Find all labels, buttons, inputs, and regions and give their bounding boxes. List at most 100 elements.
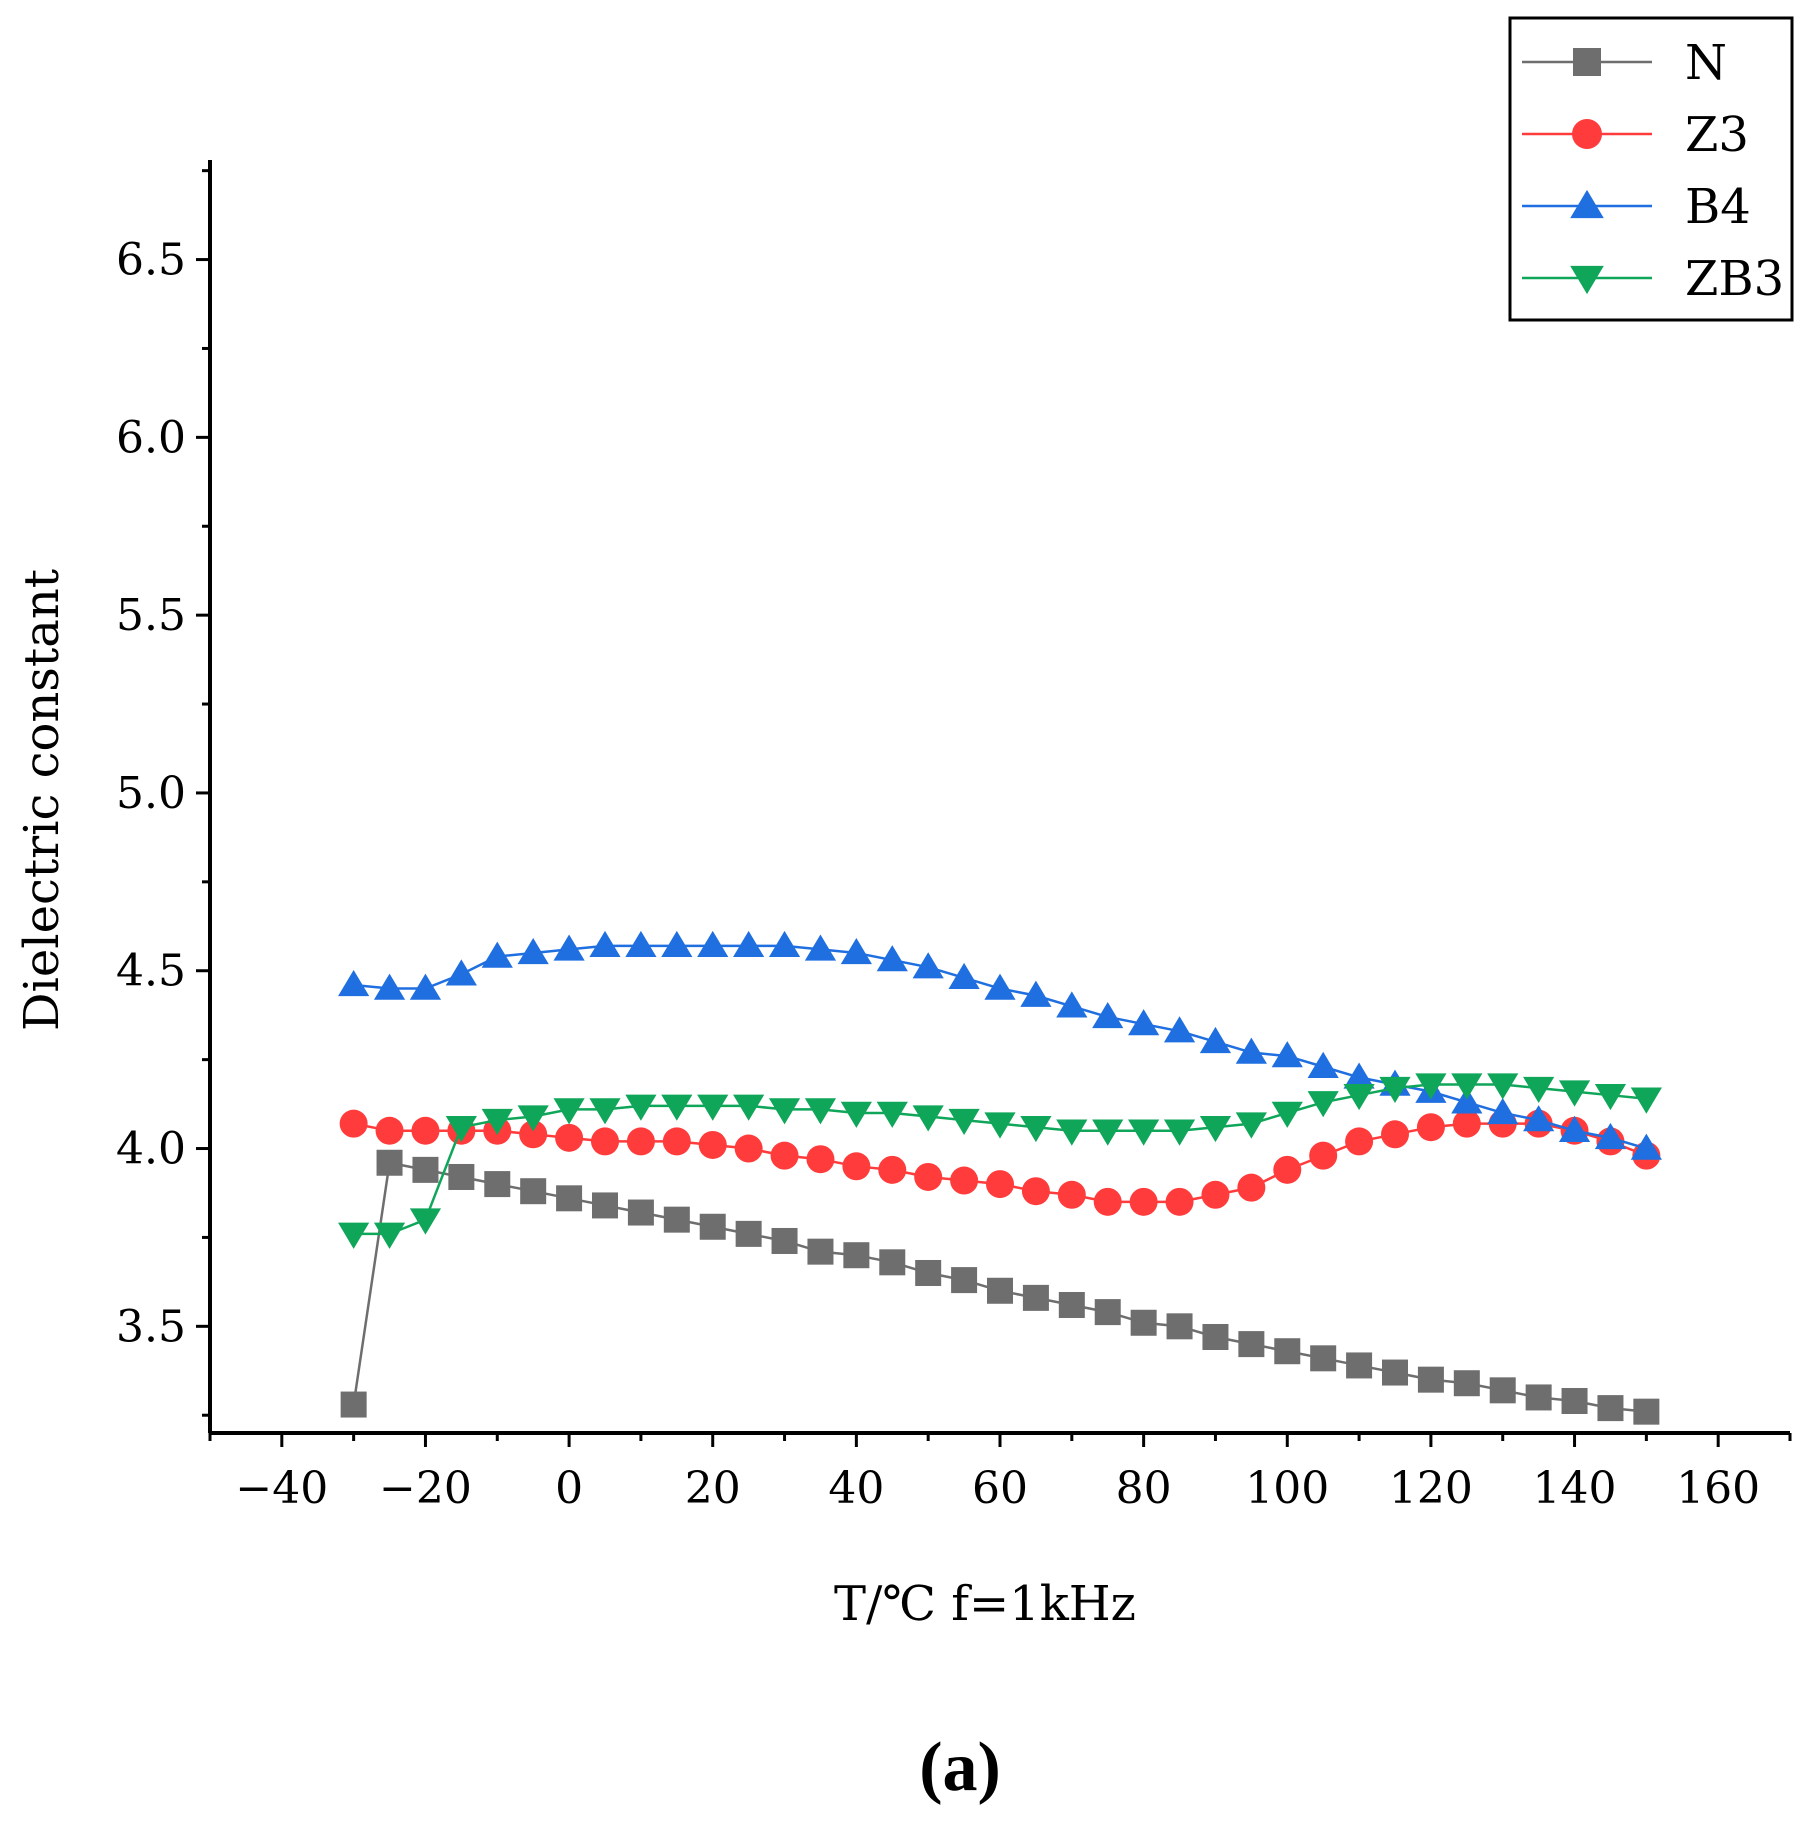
data-point-z3 (375, 1116, 404, 1145)
data-point-b4 (517, 938, 549, 965)
data-point-b4 (733, 930, 765, 958)
data-point-n (1346, 1352, 1373, 1379)
data-point-z3 (1093, 1187, 1122, 1216)
data-point-b4 (840, 938, 872, 965)
data-point-zb3 (1235, 1112, 1267, 1139)
data-point-zb3 (1163, 1119, 1196, 1146)
data-point-zb3 (1199, 1115, 1232, 1143)
data-point-z3 (734, 1134, 763, 1163)
data-point-b4 (589, 930, 621, 958)
data-point-z3 (1416, 1113, 1445, 1142)
y-tick-label: 5.5 (116, 590, 186, 641)
data-point-n (987, 1277, 1013, 1304)
y-tick-label: 6.5 (116, 235, 186, 286)
data-point-zb3 (733, 1094, 765, 1121)
data-point-zb3 (1523, 1076, 1555, 1104)
data-point-b4 (1558, 1115, 1591, 1142)
data-point-z3 (1381, 1120, 1409, 1149)
data-point-z3 (411, 1116, 440, 1145)
data-point-z3 (806, 1145, 835, 1174)
data-point-n (1310, 1345, 1337, 1372)
data-point-b4 (912, 952, 944, 979)
data-point-zb3 (517, 1105, 549, 1132)
data-point-n (1166, 1313, 1193, 1340)
x-tick-label: 160 (1676, 1463, 1760, 1514)
data-point-b4 (1056, 991, 1088, 1018)
data-point-zb3 (948, 1108, 980, 1136)
data-point-n (376, 1149, 403, 1176)
data-point-zb3 (1415, 1073, 1447, 1100)
data-point-b4 (1630, 1133, 1662, 1160)
data-point-n (879, 1249, 906, 1276)
x-tick-label: −40 (235, 1463, 328, 1514)
series-z3 (339, 1109, 1661, 1216)
x-axis-title: T/℃ f=1kHz (834, 1576, 1136, 1632)
legend-item-b4: B4 (1522, 179, 1751, 235)
data-point-b4 (625, 930, 657, 958)
x-tick-label: 120 (1389, 1463, 1473, 1514)
data-point-n (771, 1227, 798, 1254)
legend-label: N (1685, 35, 1727, 91)
data-point-b4 (804, 934, 837, 961)
data-point-z3 (698, 1130, 727, 1159)
data-point-zb3 (804, 1098, 837, 1125)
data-point-zb3 (1271, 1101, 1303, 1128)
data-point-b4 (768, 930, 801, 958)
series-zb3 (338, 1073, 1662, 1249)
data-point-zb3 (697, 1094, 729, 1121)
legend: N Z3 B4 ZB3 (1508, 16, 1794, 322)
data-point-b4 (661, 930, 693, 958)
series-n (340, 1149, 1660, 1425)
data-point-z3 (1237, 1173, 1266, 1202)
data-point-z3 (770, 1141, 799, 1170)
data-point-n (1525, 1384, 1552, 1411)
data-point-b4 (1307, 1051, 1339, 1078)
data-point-zb3 (1307, 1091, 1339, 1118)
y-tick-label: 5.0 (116, 768, 186, 819)
data-point-n (340, 1391, 367, 1418)
data-point-n (1633, 1398, 1660, 1425)
data-point-n (448, 1163, 475, 1190)
data-point-n (1058, 1291, 1085, 1318)
y-tick-label: 3.5 (116, 1301, 186, 1352)
data-point-n (1202, 1323, 1229, 1350)
data-point-b4 (373, 973, 406, 1000)
x-tick-label: 60 (972, 1463, 1028, 1514)
data-point-b4 (1271, 1041, 1303, 1068)
legend-marker (1570, 189, 1604, 219)
data-point-b4 (948, 962, 980, 990)
y-tick-label: 4.5 (116, 946, 186, 997)
data-point-n (1094, 1299, 1121, 1326)
data-point-z3 (914, 1162, 943, 1191)
data-point-z3 (1452, 1109, 1481, 1138)
data-point-b4 (1235, 1037, 1267, 1064)
data-point-n (1597, 1395, 1624, 1422)
data-point-zb3 (445, 1115, 477, 1143)
data-point-zb3 (876, 1101, 908, 1128)
data-point-z3 (555, 1123, 584, 1152)
data-point-zb3 (840, 1101, 872, 1128)
data-point-b4 (409, 973, 442, 1000)
data-point-b4 (1487, 1098, 1519, 1125)
data-point-b4 (1343, 1062, 1375, 1089)
data-point-n (1417, 1366, 1444, 1393)
legend-item-n: N (1522, 35, 1727, 91)
x-tick-label: 80 (1116, 1463, 1172, 1514)
data-point-zb3 (768, 1098, 801, 1125)
data-point-n (484, 1171, 511, 1198)
data-point-n (663, 1206, 690, 1233)
data-point-b4 (876, 945, 908, 972)
data-point-zb3 (984, 1112, 1016, 1139)
legend-label: Z3 (1685, 107, 1749, 163)
data-point-b4 (697, 930, 729, 958)
data-point-z3 (1129, 1187, 1158, 1216)
data-point-b4 (1020, 980, 1052, 1007)
data-point-z3 (662, 1127, 691, 1156)
legend-item-zb3: ZB3 (1522, 251, 1784, 307)
data-point-n (843, 1242, 870, 1269)
x-tick-label: 140 (1533, 1463, 1617, 1514)
data-point-z3 (1309, 1141, 1338, 1170)
legend-label: ZB3 (1685, 251, 1784, 307)
data-point-z3 (591, 1127, 619, 1156)
